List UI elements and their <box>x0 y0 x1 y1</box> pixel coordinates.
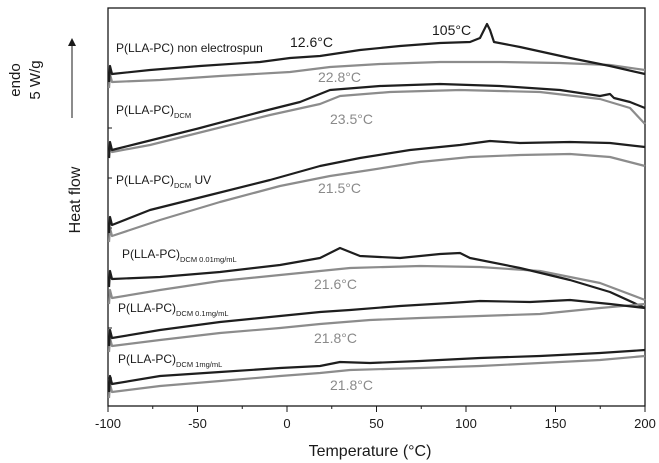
series-label-2: P(LLA-PC)DCM <box>116 103 191 120</box>
curve-first-heating-2 <box>107 82 646 159</box>
series-label-subscript: DCM <box>174 181 191 190</box>
tg-second-heating-4: 21.6°C <box>314 276 357 292</box>
curve-second-heating-5 <box>107 302 646 353</box>
tg-second-heating-5: 21.8°C <box>314 330 357 346</box>
tg-first-heating-1: 12.6°C <box>290 34 333 50</box>
curve-first-heating-4 <box>107 246 646 310</box>
series-label-subscript: DCM <box>174 111 191 120</box>
x-tick-label-6: 200 <box>634 416 656 431</box>
x-tick-label-3: 50 <box>369 416 383 431</box>
series-labels: P(LLA-PC) non electrospunP(LLA-PC)DCMP(L… <box>116 41 263 369</box>
series-label-subscript: DCM 0.1mg/mL <box>176 309 229 318</box>
series-label-1: P(LLA-PC) non electrospun <box>116 41 263 55</box>
tg-second-heating-3: 21.5°C <box>318 180 361 196</box>
curve-second-heating-6 <box>107 354 646 399</box>
curve-second-heating-3 <box>107 152 646 243</box>
scale-direction: endo <box>7 63 24 96</box>
curve-first-heating-6 <box>107 348 646 393</box>
curves <box>107 22 646 399</box>
scale-arrow-head <box>68 38 76 46</box>
series-label-3: P(LLA-PC)DCM UV <box>116 173 211 190</box>
curve-second-heating-1 <box>107 60 646 89</box>
tg-second-heating-1: 22.8°C <box>318 69 361 85</box>
x-tick-label-1: -50 <box>188 416 207 431</box>
scale-value: 5 W/g <box>27 60 44 99</box>
series-label-5: P(LLA-PC)DCM 0.1mg/mL <box>118 301 229 318</box>
tg-second-heating-2: 23.5°C <box>330 111 373 127</box>
tg-annotations: 22.8°C 12.6°C 105°C 23.5°C 21.5°C 21.6°C 21.8°… <box>290 22 471 393</box>
y-axis-title: Heat flow <box>67 166 84 233</box>
x-tick-label-0: -100 <box>95 416 121 431</box>
series-label-base: P(LLA-PC) <box>116 103 174 117</box>
curve-first-heating-3 <box>107 139 646 234</box>
curve-second-heating-4 <box>107 264 646 305</box>
x-axis-ticks: -100 -50 0 50 100 150 200 <box>95 77 656 431</box>
series-label-6: P(LLA-PC)DCM 1mg/mL <box>118 352 222 369</box>
series-label-base: P(LLA-PC) <box>118 301 176 315</box>
series-label-base: P(LLA-PC) <box>116 41 174 55</box>
series-label-subscript: DCM 1mg/mL <box>176 360 222 369</box>
series-label-4: P(LLA-PC)DCM 0.01mg/mL <box>122 247 237 264</box>
curve-second-heating-2 <box>107 88 646 159</box>
series-label-suffix: UV <box>191 173 211 187</box>
x-tick-label-4: 100 <box>455 416 477 431</box>
series-label-subscript: DCM 0.01mg/mL <box>180 255 237 264</box>
curve-first-heating-5 <box>107 298 646 347</box>
scale-bar: endo 5 W/g <box>7 38 76 118</box>
x-axis-title: Temperature (°C) <box>309 443 432 460</box>
series-label-base: P(LLA-PC) <box>118 352 176 366</box>
x-tick-label-2: 0 <box>283 416 290 431</box>
tg-second-heating-6: 21.8°C <box>330 377 373 393</box>
series-label-base: P(LLA-PC) <box>116 173 174 187</box>
series-label-base: P(LLA-PC) <box>122 247 180 261</box>
series-label-suffix: non electrospun <box>174 41 263 55</box>
curve-first-heating-1 <box>107 22 646 83</box>
melting-peak-1: 105°C <box>432 22 471 38</box>
x-tick-label-5: 150 <box>545 416 567 431</box>
